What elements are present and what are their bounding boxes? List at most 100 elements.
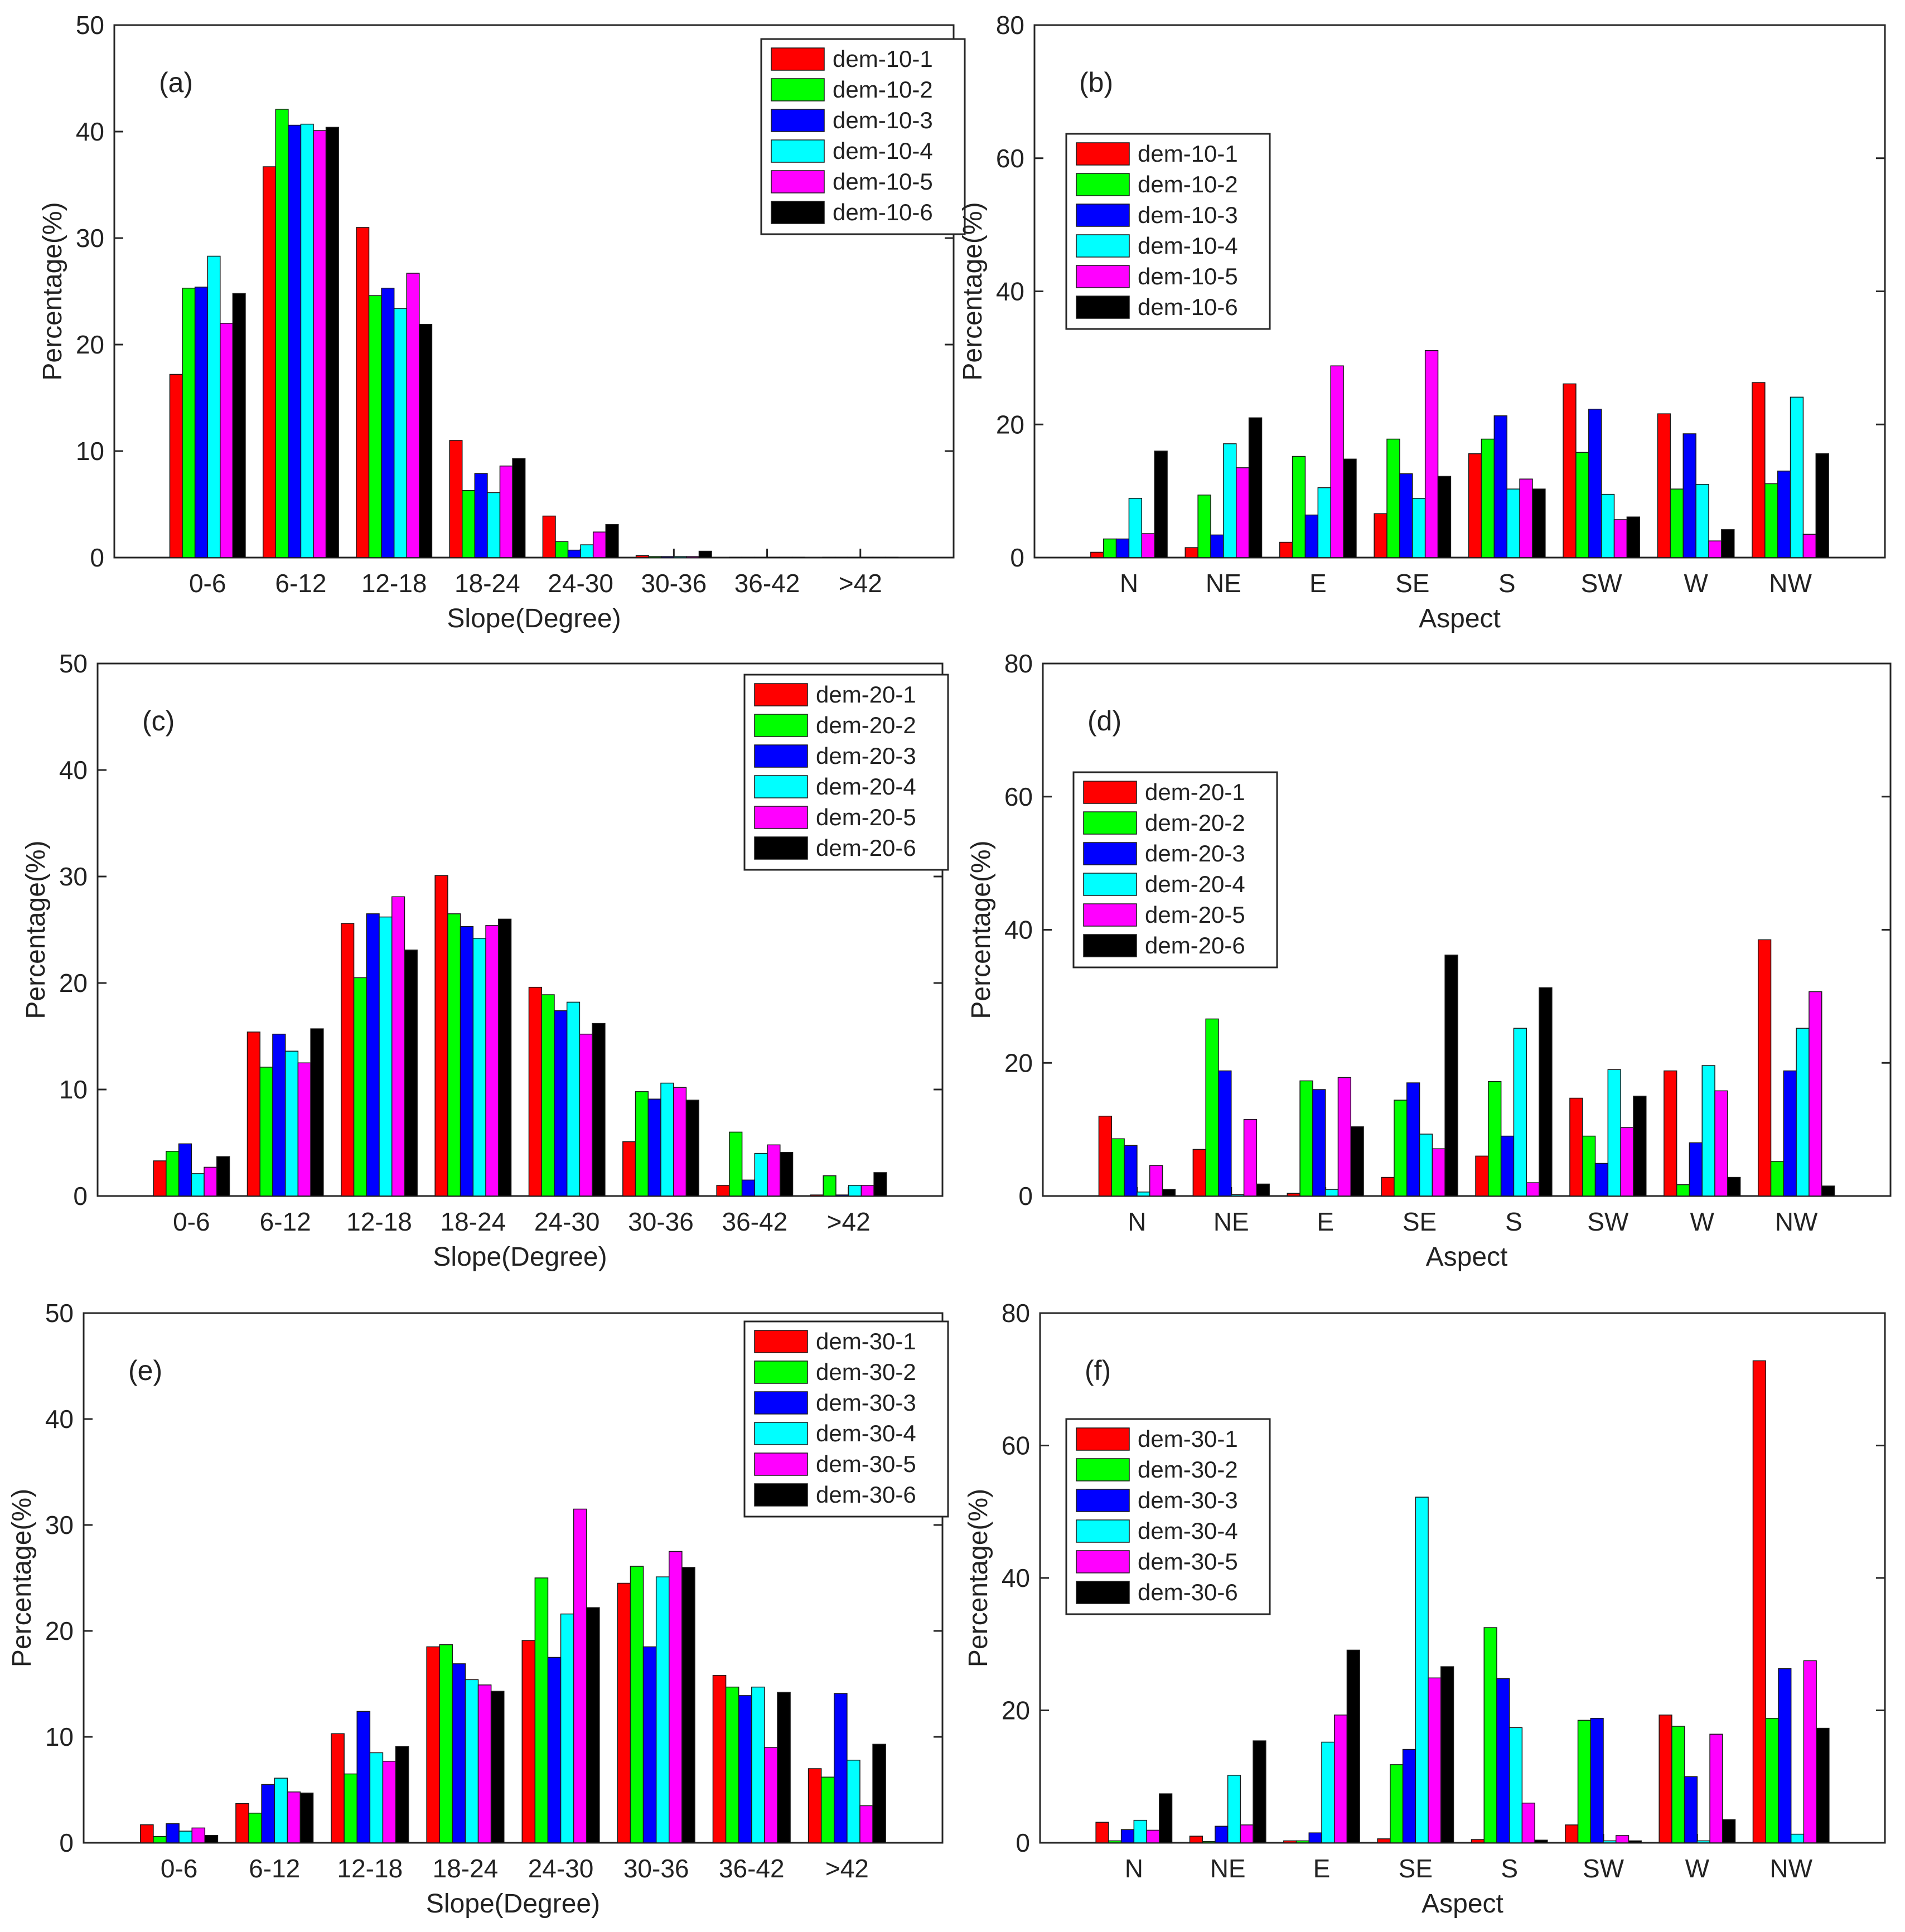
bar-dem-20-6 [1539,987,1553,1197]
legend-swatch-dem-10-3 [771,109,825,132]
bar-dem-30-2 [820,1776,835,1843]
bar-dem-10-1 [729,556,743,558]
x-tick-label: 24-30 [548,569,613,598]
y-tick-label: 30 [45,1510,74,1539]
bar-dem-30-5 [1333,1715,1348,1843]
x-axis-label: Aspect [1422,1889,1503,1919]
y-axis-label: Percentage(%) [7,1489,37,1667]
bar-dem-30-5 [1146,1829,1160,1843]
bar-dem-30-2 [1390,1764,1404,1843]
legend-swatch-dem-30-3 [1076,1489,1130,1512]
legend-swatch-dem-20-4 [1083,873,1137,896]
bar-dem-20-2 [1205,1018,1219,1197]
bar-dem-10-6 [1532,488,1546,558]
bar-dem-20-3 [178,1143,192,1197]
y-tick-label: 0 [90,543,104,572]
x-tick-label: 18-24 [455,569,520,598]
legend-swatch-dem-20-6 [754,836,808,860]
bar-dem-10-5 [220,323,234,558]
bar-dem-30-3 [261,1784,275,1843]
bar-dem-30-4 [1415,1497,1429,1843]
bar-dem-20-2 [353,977,368,1197]
legend-entry-label: dem-10-4 [833,138,933,164]
bar-dem-10-6 [1815,453,1829,558]
y-tick-label: 20 [996,410,1024,439]
bar-dem-20-6 [780,1151,794,1197]
bar-dem-10-5 [872,556,886,558]
bar-dem-30-2 [1295,1840,1310,1843]
bar-dem-30-4 [369,1752,384,1843]
bar-dem-20-1 [1192,1149,1206,1197]
legend-swatch-dem-20-5 [754,806,808,829]
legend-entry-label: dem-20-6 [816,835,916,861]
x-tick-label: E [1313,1854,1331,1883]
y-tick-label: 60 [1004,782,1033,811]
legend-swatch-dem-30-1 [1076,1427,1130,1451]
bar-dem-30-6 [1722,1819,1736,1843]
x-tick-label: 24-30 [528,1854,594,1883]
bar-dem-10-5 [406,273,420,558]
y-axis-label: Percentage(%) [964,1489,993,1667]
bar-dem-30-1 [1471,1839,1485,1843]
legend-entry-label: dem-20-6 [1145,932,1245,958]
bar-dem-10-5 [1424,350,1439,558]
y-tick-label: 50 [76,11,104,40]
bar-dem-10-3 [1115,538,1130,558]
bar-dem-20-1 [341,923,355,1197]
bar-dem-30-1 [521,1640,536,1843]
legend-entry-label: dem-10-3 [1138,202,1238,228]
bar-dem-10-5 [686,556,700,558]
bar-dem-20-5 [297,1062,311,1197]
x-axis-label: Slope(Degree) [447,604,621,633]
bar-dem-20-1 [1757,939,1772,1197]
bar-dem-30-4 [655,1576,670,1843]
bar-dem-20-5 [673,1087,687,1197]
bar-dem-10-1 [356,227,370,558]
bar-dem-10-4 [487,492,501,558]
bar-dem-30-2 [439,1644,453,1843]
bar-dem-10-5 [592,531,607,558]
bar-dem-30-3 [642,1646,657,1843]
bar-dem-20-4 [1513,1028,1527,1197]
bar-dem-30-3 [738,1695,752,1843]
bar-dem-10-4 [766,556,780,558]
bar-dem-20-5 [1432,1148,1445,1197]
bar-dem-20-1 [246,1032,260,1197]
y-tick-label: 40 [1002,1563,1030,1592]
legend: dem-20-1 dem-20-2 dem-20-3 dem-20-4 dem-20-5… [1072,771,1278,969]
bar-dem-20-6 [873,1172,887,1197]
bar-dem-20-5 [579,1033,593,1197]
panel-label: (d) [1087,705,1121,737]
bar-dem-30-3 [1402,1749,1416,1843]
bar-dem-30-6 [1816,1727,1830,1843]
bar-dem-20-4 [754,1153,768,1197]
y-axis-label: Percentage(%) [21,840,51,1019]
bar-dem-20-3 [647,1098,661,1197]
legend-swatch-dem-10-4 [1076,234,1130,258]
bar-dem-10-5 [1708,540,1722,558]
chart-panel-c: 0 10 20 30 40 50 0-6 6-12 12-18 18-24 24-30 30-36 36… [21,649,949,1272]
x-tick-label: >42 [827,1207,871,1236]
bar-dem-10-2 [461,490,476,558]
legend-entry-label: dem-20-5 [816,804,916,830]
legend-swatch-dem-10-5 [771,170,825,193]
y-tick-label: 30 [76,224,104,253]
bar-dem-20-3 [366,913,380,1197]
bar-dem-20-2 [823,1175,837,1197]
bar-dem-20-6 [1444,955,1458,1197]
legend-entry-label: dem-20-2 [1145,810,1245,836]
bar-dem-10-4 [1506,488,1520,558]
bar-dem-30-1 [426,1646,440,1843]
bar-dem-20-4 [1324,1189,1339,1197]
legend-swatch-dem-20-5 [1083,903,1137,927]
x-tick-label: E [1309,569,1327,598]
bar-dem-30-1 [331,1733,345,1843]
bar-dem-30-6 [395,1746,409,1843]
bar-dem-20-5 [485,925,499,1197]
legend-swatch-dem-30-2 [754,1360,808,1384]
legend-swatch-dem-20-2 [754,714,808,737]
bar-dem-10-2 [834,556,848,558]
bar-dem-30-2 [725,1686,739,1843]
bar-dem-20-3 [1312,1089,1326,1197]
x-tick-label: NE [1213,1207,1249,1236]
